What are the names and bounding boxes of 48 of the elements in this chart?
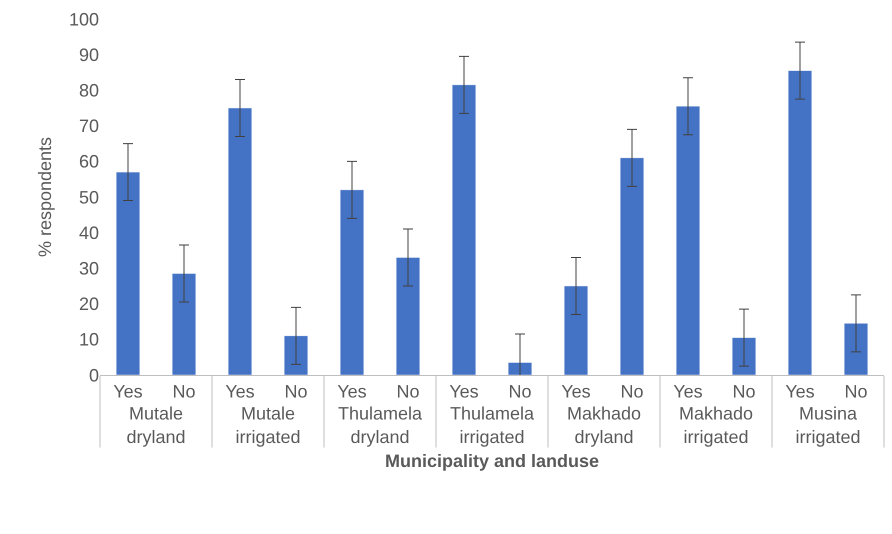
y-tick-label: 10 xyxy=(78,330,99,350)
y-tick-label: 0 xyxy=(88,365,99,386)
y-tick-label: 50 xyxy=(78,187,99,208)
x-tick-label: No xyxy=(284,382,308,402)
bar xyxy=(228,108,252,375)
bar xyxy=(340,190,364,375)
y-tick-label: 80 xyxy=(78,80,99,100)
bar xyxy=(564,286,588,375)
bar xyxy=(172,273,196,375)
x-tick-label: Yes xyxy=(785,382,815,402)
bar xyxy=(620,158,644,375)
text: Thulamela dryland xyxy=(338,404,424,447)
x-tick-label: No xyxy=(508,382,532,402)
x-tick-label: No xyxy=(172,382,196,402)
y-axis-title: % respondents xyxy=(35,136,56,258)
bar xyxy=(116,172,140,375)
y-tick-label: 100 xyxy=(68,9,99,30)
bar xyxy=(284,336,308,375)
bar xyxy=(676,106,700,375)
x-tick-label: Yes xyxy=(673,382,703,402)
text: Makhado dryland xyxy=(566,404,642,447)
y-tick-label: 90 xyxy=(78,44,99,65)
text: Mutale dryland xyxy=(126,404,186,447)
x-tick-label: No xyxy=(732,382,756,402)
y-tick-label: 60 xyxy=(78,152,99,172)
text: Thulamela irrigated xyxy=(450,404,536,447)
text: Makhado irrigated xyxy=(678,404,754,447)
x-tick-label: Yes xyxy=(337,382,367,402)
text: Mutale irrigated xyxy=(235,404,301,447)
bar xyxy=(788,70,812,375)
bar xyxy=(844,323,868,375)
y-tick-label: 40 xyxy=(78,222,99,243)
x-tick-label: No xyxy=(844,382,868,402)
y-tick-label: 30 xyxy=(78,258,99,278)
x-tick-label: Yes xyxy=(225,382,255,402)
x-axis-title: Municipality and landuse xyxy=(384,451,600,472)
bar xyxy=(732,337,756,375)
x-tick-label: Yes xyxy=(449,382,479,402)
y-tick-label: 20 xyxy=(78,294,99,314)
x-tick-label: No xyxy=(620,382,644,402)
x-tick-label: No xyxy=(396,382,420,402)
bar xyxy=(396,257,420,375)
bar xyxy=(508,362,532,375)
bar xyxy=(452,84,476,375)
x-tick-label: Yes xyxy=(113,382,143,402)
text: Musina irrigated xyxy=(795,404,861,447)
x-tick-label: Yes xyxy=(561,382,591,402)
y-tick-label: 70 xyxy=(78,116,99,136)
